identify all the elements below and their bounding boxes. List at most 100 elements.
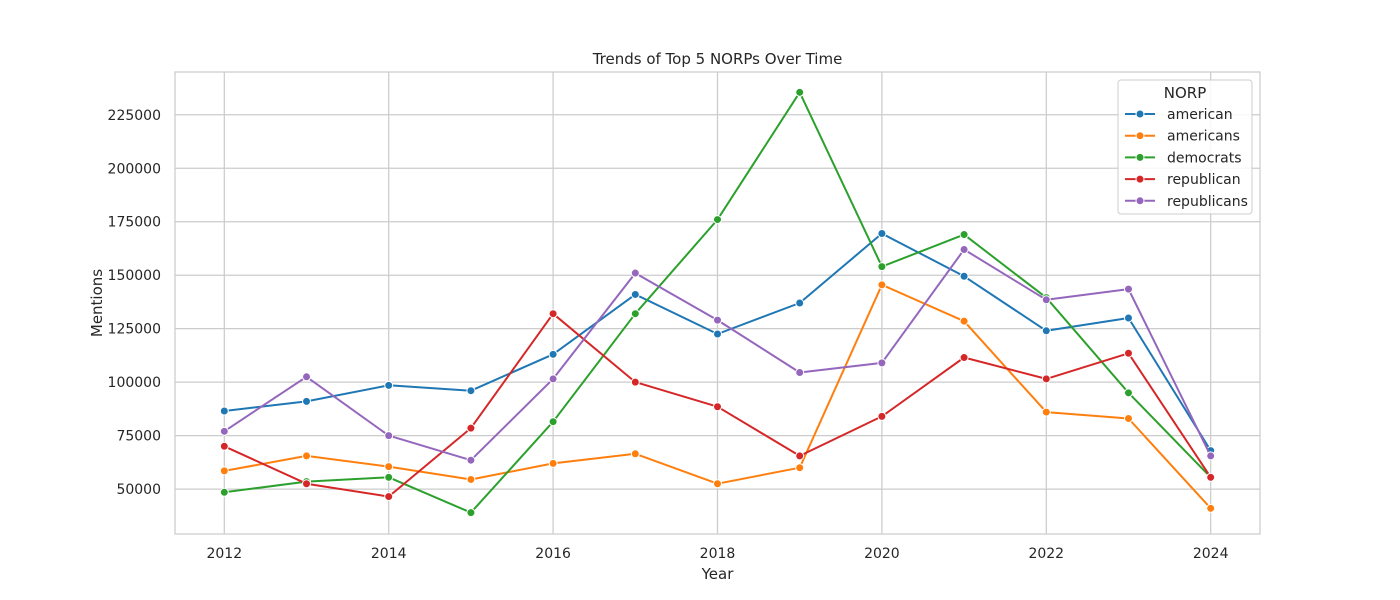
x-tick-label: 2018 <box>700 546 736 562</box>
data-point-republican <box>630 377 640 387</box>
data-point-americans <box>795 463 805 473</box>
x-axis-title: Year <box>701 565 735 583</box>
data-point-republican <box>959 353 969 363</box>
legend-item-republicans: republicans <box>1125 194 1248 210</box>
data-point-american <box>630 289 640 299</box>
data-point-democrats <box>630 309 640 319</box>
plot-area-frame <box>174 71 1261 535</box>
data-point-republican <box>548 309 558 319</box>
series-americans <box>219 280 1216 513</box>
data-point-americans <box>548 458 558 468</box>
data-point-american <box>219 406 229 416</box>
x-tick-label: 2022 <box>1028 546 1064 562</box>
y-tick-labels: 50000 75000 100000 125000 150000 175000 200000… <box>108 108 161 498</box>
data-point-democrats <box>959 230 969 240</box>
data-point-democrats <box>219 487 229 497</box>
data-point-americans <box>1206 503 1216 513</box>
data-point-american <box>384 380 394 390</box>
data-point-republicans <box>959 245 969 255</box>
x-tick-label: 2024 <box>1193 546 1229 562</box>
series-american <box>219 228 1216 456</box>
data-point-republican <box>1123 348 1133 358</box>
data-point-republicans <box>1123 284 1133 294</box>
series-lines <box>219 87 1216 518</box>
data-point-democrats <box>877 262 887 272</box>
data-point-american <box>959 271 969 281</box>
legend-label: republican <box>1167 172 1241 188</box>
data-point-american <box>795 298 805 308</box>
data-point-republicans <box>219 426 229 436</box>
data-point-democrats <box>466 508 476 518</box>
series-republicans <box>219 245 1216 465</box>
data-point-americans <box>466 474 476 484</box>
data-point-republicans <box>466 455 476 465</box>
x-tick-label: 2014 <box>371 546 407 562</box>
data-point-democrats <box>713 215 722 225</box>
data-point-american <box>713 329 722 339</box>
data-point-republican <box>1206 472 1216 482</box>
data-point-democrats <box>795 87 805 97</box>
data-point-americans <box>877 280 887 290</box>
legend-item-republican: republican <box>1125 172 1241 188</box>
data-point-american <box>302 396 312 406</box>
x-tick-label: 2012 <box>206 546 242 562</box>
legend-item-americans: americans <box>1125 129 1240 145</box>
x-tick-label: 2016 <box>535 546 571 562</box>
data-point-republican <box>877 411 887 421</box>
data-point-republicans <box>630 268 640 278</box>
chart-title: Trends of Top 5 NORPs Over Time <box>592 50 843 68</box>
y-tick-label: 200000 <box>108 161 161 177</box>
legend-marker <box>1135 109 1145 119</box>
x-tick-label: 2020 <box>864 546 900 562</box>
legend-label: americans <box>1167 129 1240 145</box>
y-tick-label: 175000 <box>108 215 161 231</box>
legend-label: republicans <box>1167 194 1248 210</box>
data-point-democrats <box>548 417 558 427</box>
data-point-republican <box>795 451 805 461</box>
data-point-republicans <box>302 372 312 382</box>
data-point-republicans <box>877 358 887 368</box>
data-point-americans <box>384 462 394 472</box>
data-point-republican <box>302 479 312 489</box>
legend-item-democrats: democrats <box>1125 150 1242 166</box>
legend: NORP american americans democrats republica… <box>1117 79 1253 215</box>
data-point-republicans <box>1041 295 1051 305</box>
data-point-american <box>877 228 887 238</box>
y-tick-label: 100000 <box>108 375 161 391</box>
y-tick-label: 75000 <box>116 429 161 445</box>
legend-marker <box>1135 196 1145 206</box>
data-point-republicans <box>1206 451 1216 461</box>
gridlines <box>175 72 1260 534</box>
legend-marker <box>1135 152 1145 162</box>
data-point-republican <box>1041 374 1051 384</box>
x-tick-labels: 2012 2014 2016 2018 2020 2022 2024 <box>206 546 1228 562</box>
data-point-republican <box>466 423 476 433</box>
data-point-americans <box>302 451 312 461</box>
data-point-american <box>548 349 558 359</box>
legend-marker <box>1135 174 1145 184</box>
data-point-americans <box>219 466 229 476</box>
data-point-americans <box>959 316 969 326</box>
series-republican <box>219 309 1216 502</box>
data-point-republican <box>219 441 229 451</box>
data-point-americans <box>630 449 640 459</box>
y-tick-label: 50000 <box>116 482 161 498</box>
y-tick-label: 125000 <box>108 322 161 338</box>
data-point-american <box>466 386 476 396</box>
data-point-republicans <box>713 315 722 325</box>
legend-label: american <box>1167 107 1233 123</box>
data-point-republicans <box>795 368 805 378</box>
data-point-americans <box>713 479 722 489</box>
data-point-american <box>1041 326 1051 336</box>
legend-title: NORP <box>1164 84 1207 102</box>
data-point-republican <box>384 492 394 502</box>
legend-label: democrats <box>1167 150 1242 166</box>
legend-item-american: american <box>1125 107 1233 123</box>
data-point-americans <box>1041 407 1051 417</box>
data-point-american <box>1123 313 1133 323</box>
data-point-americans <box>1123 414 1133 423</box>
y-tick-label: 150000 <box>108 268 161 284</box>
y-axis-title: Mentions <box>88 269 106 337</box>
data-point-republicans <box>384 431 394 441</box>
